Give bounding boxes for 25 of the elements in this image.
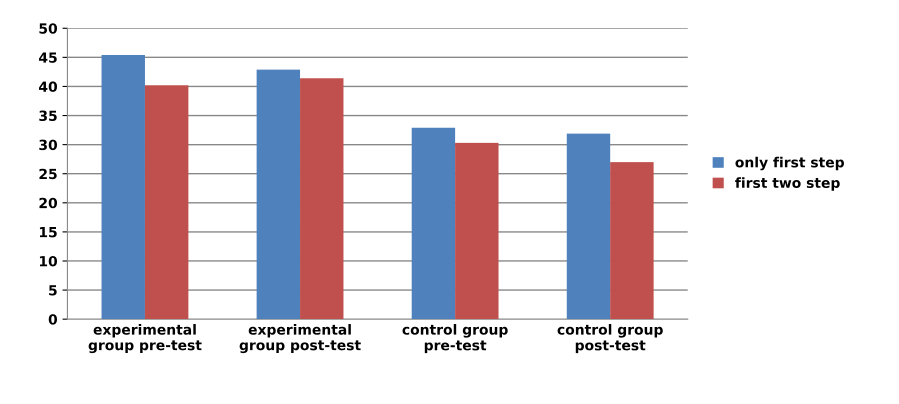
x-tick-label: experimental group pre-test <box>88 324 202 354</box>
legend-label: first two step <box>735 177 840 191</box>
y-tick-label: 10 <box>40 256 58 266</box>
x-tick-label: experimental group post-test <box>240 324 361 354</box>
y-tick-label: 25 <box>39 168 57 180</box>
bar <box>102 55 145 320</box>
bar <box>610 162 654 320</box>
y-tick-label: 20 <box>39 198 58 208</box>
y-tick-label: 50 <box>39 23 58 34</box>
legend-label: only first step <box>735 156 844 170</box>
bar <box>144 85 188 320</box>
y-tick-label: 35 <box>39 110 57 122</box>
bar <box>566 134 610 320</box>
y-tick-label: 30 <box>39 140 58 150</box>
bar <box>412 128 456 320</box>
y-tick-label: 45 <box>39 52 57 63</box>
y-tick-label: 40 <box>39 81 58 92</box>
y-tick-label: 0 <box>48 314 58 325</box>
y-tick-label: 5 <box>49 285 57 296</box>
x-tick-label: control group post-test <box>558 324 663 354</box>
bar <box>300 78 344 320</box>
bar <box>455 142 499 320</box>
bar <box>256 70 300 320</box>
y-tick-label: 15 <box>40 227 57 238</box>
x-tick-label: control group pre-test <box>402 324 508 354</box>
